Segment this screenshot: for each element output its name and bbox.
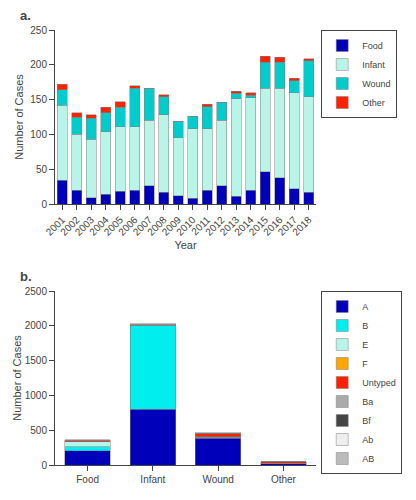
svg-text:2006: 2006	[116, 214, 140, 238]
svg-text:Untyped: Untyped	[362, 378, 396, 388]
svg-text:Infant: Infant	[140, 474, 165, 485]
svg-text:b.: b.	[20, 269, 32, 284]
svg-text:E: E	[362, 340, 368, 350]
svg-text:2015: 2015	[247, 214, 271, 238]
svg-text:250: 250	[30, 25, 47, 36]
svg-text:2002: 2002	[58, 214, 82, 238]
svg-text:2001: 2001	[44, 214, 68, 238]
svg-text:Wound: Wound	[202, 474, 234, 485]
svg-text:200: 200	[30, 59, 47, 70]
svg-text:a.: a.	[20, 8, 31, 23]
svg-text:Bf: Bf	[362, 416, 371, 426]
svg-text:Ba: Ba	[362, 397, 373, 407]
svg-text:2010: 2010	[174, 214, 198, 238]
svg-text:AB: AB	[362, 454, 374, 464]
svg-text:2008: 2008	[145, 214, 169, 238]
svg-text:1000: 1000	[25, 390, 48, 401]
svg-text:Ab: Ab	[362, 435, 373, 445]
svg-text:Number of Cases: Number of Cases	[11, 335, 23, 421]
svg-text:500: 500	[30, 425, 47, 436]
svg-text:0: 0	[41, 460, 47, 471]
svg-text:Food: Food	[362, 41, 383, 51]
svg-text:2017: 2017	[276, 214, 300, 238]
svg-text:2005: 2005	[102, 214, 126, 238]
svg-text:Food: Food	[76, 474, 99, 485]
svg-text:2009: 2009	[160, 214, 184, 238]
svg-text:2007: 2007	[131, 214, 155, 238]
svg-text:F: F	[362, 359, 368, 369]
svg-text:Other: Other	[271, 474, 297, 485]
svg-text:Number of Cases: Number of Cases	[13, 74, 25, 160]
svg-text:Infant: Infant	[362, 60, 385, 70]
svg-text:2016: 2016	[261, 214, 285, 238]
svg-text:2500: 2500	[25, 286, 48, 297]
svg-text:2004: 2004	[87, 214, 111, 238]
svg-text:2013: 2013	[218, 214, 242, 238]
svg-text:Wound: Wound	[362, 79, 390, 89]
svg-text:Other: Other	[362, 98, 385, 108]
svg-text:B: B	[362, 321, 368, 331]
svg-text:2012: 2012	[203, 214, 227, 238]
svg-text:Year: Year	[174, 239, 197, 251]
svg-text:1500: 1500	[25, 355, 48, 366]
svg-text:0: 0	[41, 199, 47, 210]
svg-text:2011: 2011	[189, 214, 212, 237]
svg-text:2003: 2003	[73, 214, 97, 238]
svg-text:2018: 2018	[290, 214, 314, 238]
svg-text:2000: 2000	[25, 320, 48, 331]
svg-text:2014: 2014	[232, 214, 256, 238]
svg-text:150: 150	[30, 94, 47, 105]
svg-text:50: 50	[36, 164, 48, 175]
svg-text:100: 100	[30, 129, 47, 140]
svg-text:A: A	[362, 302, 368, 312]
